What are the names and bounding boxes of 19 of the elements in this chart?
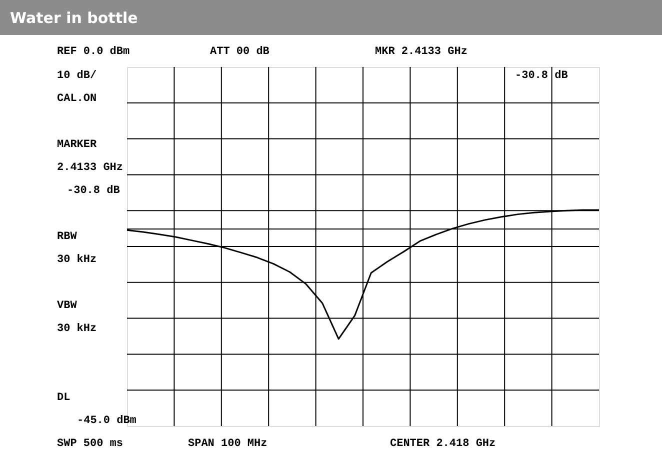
text: 30 kHz [57, 323, 97, 335]
text: ATT 00 dB [210, 46, 270, 58]
text: 30 kHz [57, 254, 97, 266]
text: -30.8 dB [67, 185, 120, 197]
text: 2.4133 GHz [57, 162, 124, 174]
text: MARKER [57, 139, 98, 151]
text: CAL.ON [57, 93, 97, 105]
text: 10 dB/ [57, 70, 98, 82]
text: VBW [57, 300, 78, 312]
chart-title: Water in bottle [10, 9, 138, 27]
text: REF 0.0 dBm [57, 46, 130, 58]
text: DL [57, 392, 71, 404]
text: CENTER 2.418 GHz [390, 438, 496, 450]
text: SPAN 100 MHz [188, 438, 268, 450]
text: SWP 500 ms [57, 438, 124, 450]
text: RBW [57, 231, 78, 243]
text: -30.8 dB [515, 70, 568, 82]
text: MKR 2.4133 GHz [375, 46, 468, 58]
annotation: -45.0 dBm [77, 415, 137, 427]
